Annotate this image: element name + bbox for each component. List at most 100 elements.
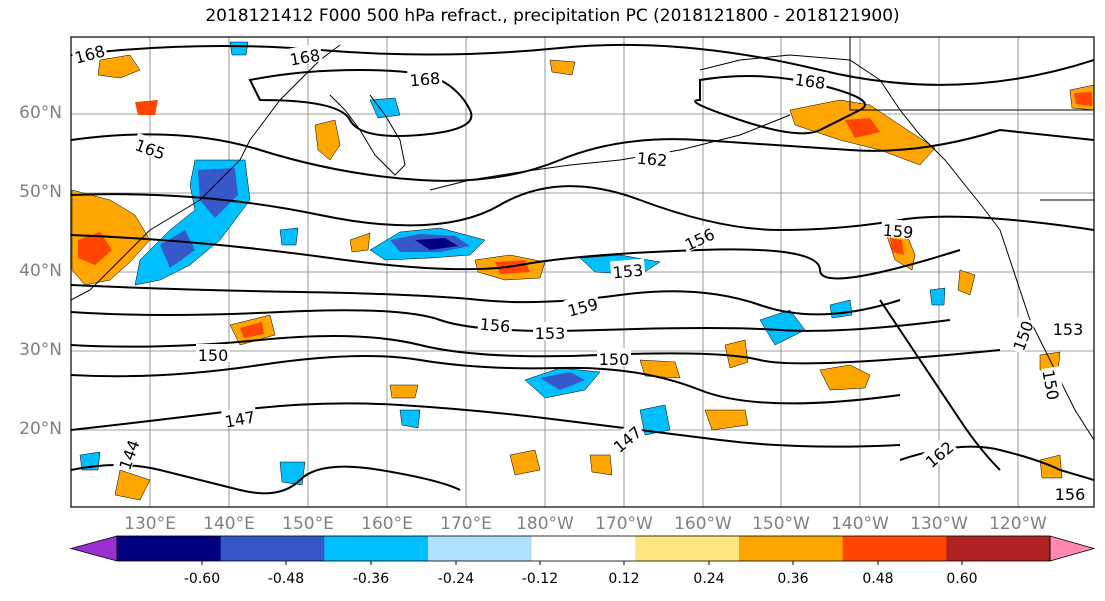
contour-label: 159 [882, 221, 914, 243]
precip-positive-blob [819, 364, 871, 391]
latitude-label: 20°N [19, 419, 62, 439]
longitude-label: 120°W [989, 514, 1047, 534]
contour-label-background [112, 434, 142, 474]
contour-label: 162 [636, 149, 668, 171]
precip-negative-blob [229, 41, 249, 56]
precip-strong-negative-blob [160, 230, 195, 268]
kamchatka-coastline [329, 94, 406, 176]
contour-label-background [286, 43, 323, 67]
precip-negative-blob [279, 461, 306, 486]
contour-label-background [407, 66, 443, 88]
precip-positive-blob [589, 454, 613, 476]
contour-line [71, 335, 1001, 365]
latitude-label: 50°N [19, 182, 62, 202]
contour-label-background [477, 312, 513, 334]
colorbar-tick-label: 0.48 [862, 571, 894, 587]
figure-title: 2018121412 F000 500 hPa refract., precip… [205, 6, 900, 26]
colorbar-tick-label: -0.36 [352, 571, 390, 587]
precip-strong-positive-blob [135, 100, 158, 115]
precip-positive-blob [704, 409, 749, 431]
contour-line [248, 68, 473, 137]
contour-line [71, 402, 901, 448]
contour-label-background [71, 39, 108, 66]
precip-positive-blob [314, 119, 341, 161]
colorbar-segment [739, 536, 844, 561]
contour-label-background [221, 405, 258, 429]
colorbar-tick-label: 0.24 [693, 571, 725, 587]
precip-positive-blob [97, 54, 141, 79]
latitude-label: 60°N [19, 103, 62, 123]
longitude-label: 170°E [440, 514, 492, 534]
longitude-label: 130°E [124, 514, 176, 534]
map-frame [70, 36, 1095, 508]
longitude-label: 150°W [752, 514, 810, 534]
contour-line [71, 355, 901, 405]
precip-positive-blob [389, 384, 419, 399]
colorbar-tick-label: -0.24 [437, 571, 475, 587]
contour-label-background [1051, 318, 1085, 336]
contour-label-background [634, 146, 670, 168]
colorbar-segment [324, 536, 429, 561]
contour-line [71, 464, 461, 495]
precip-positive-blob [114, 469, 151, 501]
contour-label: 150 [198, 346, 229, 365]
contour-label-background [563, 292, 601, 319]
longitude-label: 130°W [910, 514, 968, 534]
colorbar-min-extension [69, 535, 118, 562]
colorbar-segment [635, 536, 740, 561]
colorbar-segment [531, 536, 636, 561]
colorbar-max-extension [1049, 535, 1096, 562]
longitude-label: 140°E [203, 514, 255, 534]
precip-positive-blob [509, 449, 541, 476]
precip-strong-negative-blob [198, 168, 238, 218]
contour-line [71, 234, 961, 280]
longitude-label: 160°E [361, 514, 413, 534]
contour-label-background [679, 221, 718, 253]
precip-positive-blob [957, 269, 976, 296]
precip-strong-positive-blob [240, 322, 264, 338]
colorbar-frame [116, 535, 1051, 562]
longitude-label: 140°W [831, 514, 889, 534]
colorbar-segment [117, 536, 222, 561]
contour-label-background [131, 132, 171, 162]
colorbar-tick-label: -0.48 [267, 571, 305, 587]
contour-line [71, 43, 1094, 86]
asia-coastline [71, 44, 341, 301]
latitude-label: 40°N [19, 261, 62, 281]
contour-label: 153 [535, 324, 566, 343]
contour-label-background [533, 322, 567, 340]
precip-negative-blob [639, 404, 671, 436]
contour-label: 168 [409, 69, 441, 91]
precip-extreme-negative-blob [415, 238, 458, 250]
refractivity-contours [71, 43, 1094, 495]
contour-label: 168 [794, 70, 827, 93]
colorbar-tick-label: -0.12 [521, 571, 559, 587]
precip-strong-negative-blob [540, 372, 585, 390]
colorbar [69, 535, 1096, 565]
precip-positive-blob [724, 339, 749, 369]
contour-line [694, 75, 866, 135]
precip-positive-blob [639, 359, 681, 379]
longitude-label: 170°W [595, 514, 653, 534]
contour-label: 153 [612, 261, 644, 283]
colorbar-tick-label: 0.12 [608, 571, 640, 587]
contour-line [71, 128, 1094, 182]
precip-positive-blob [349, 232, 371, 253]
contour-line [879, 299, 1001, 471]
longitude-label: 160°W [674, 514, 732, 534]
precip-strong-positive-blob [845, 118, 880, 138]
contour-label-background [792, 67, 829, 91]
longitude-label: 150°E [282, 514, 334, 534]
colorbar-tick-label: -0.60 [183, 571, 221, 587]
contour-label-background [1006, 315, 1036, 355]
contour-label-background [1053, 483, 1087, 501]
contour-label: 153 [1053, 320, 1084, 339]
colorbar-tick-label: 0.36 [777, 571, 809, 587]
contour-line [71, 185, 1094, 232]
contour-label-background [880, 218, 916, 240]
precip-positive-blob [549, 59, 576, 76]
contour-line [71, 284, 901, 316]
contour-label: 156 [479, 315, 511, 337]
contour-label-background [597, 348, 631, 366]
